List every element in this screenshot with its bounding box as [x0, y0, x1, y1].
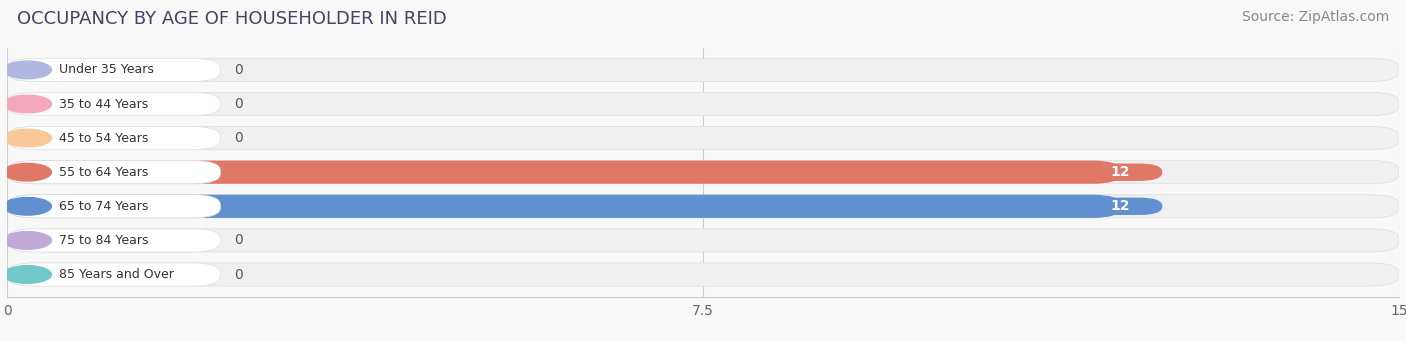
FancyBboxPatch shape — [7, 161, 221, 184]
Circle shape — [3, 266, 52, 283]
Text: Source: ZipAtlas.com: Source: ZipAtlas.com — [1241, 10, 1389, 24]
Text: 35 to 44 Years: 35 to 44 Years — [59, 98, 148, 110]
Text: OCCUPANCY BY AGE OF HOUSEHOLDER IN REID: OCCUPANCY BY AGE OF HOUSEHOLDER IN REID — [17, 10, 447, 28]
FancyBboxPatch shape — [7, 58, 221, 81]
Text: 0: 0 — [235, 63, 243, 77]
FancyBboxPatch shape — [7, 92, 1399, 116]
FancyBboxPatch shape — [7, 127, 1399, 150]
Circle shape — [3, 163, 52, 181]
FancyBboxPatch shape — [7, 229, 1399, 252]
Text: 0: 0 — [235, 131, 243, 145]
FancyBboxPatch shape — [1078, 198, 1163, 215]
Text: 55 to 64 Years: 55 to 64 Years — [59, 166, 148, 179]
Text: 12: 12 — [1111, 165, 1130, 179]
FancyBboxPatch shape — [7, 195, 1121, 218]
FancyBboxPatch shape — [7, 127, 221, 150]
FancyBboxPatch shape — [7, 263, 1399, 286]
Text: 75 to 84 Years: 75 to 84 Years — [59, 234, 148, 247]
Circle shape — [3, 197, 52, 215]
Text: 0: 0 — [235, 233, 243, 248]
Text: 65 to 74 Years: 65 to 74 Years — [59, 200, 148, 213]
FancyBboxPatch shape — [7, 195, 221, 218]
Text: Under 35 Years: Under 35 Years — [59, 63, 153, 76]
Text: 0: 0 — [235, 97, 243, 111]
Circle shape — [3, 61, 52, 79]
FancyBboxPatch shape — [7, 92, 221, 116]
FancyBboxPatch shape — [7, 229, 221, 252]
Text: 12: 12 — [1111, 199, 1130, 213]
FancyBboxPatch shape — [7, 161, 1121, 184]
FancyBboxPatch shape — [1078, 164, 1163, 181]
Circle shape — [3, 129, 52, 147]
FancyBboxPatch shape — [7, 195, 1399, 218]
FancyBboxPatch shape — [7, 161, 1399, 184]
Circle shape — [3, 232, 52, 249]
Text: 0: 0 — [235, 267, 243, 282]
Text: 45 to 54 Years: 45 to 54 Years — [59, 132, 148, 145]
Circle shape — [3, 95, 52, 113]
FancyBboxPatch shape — [7, 58, 1399, 81]
FancyBboxPatch shape — [7, 263, 221, 286]
Text: 85 Years and Over: 85 Years and Over — [59, 268, 174, 281]
